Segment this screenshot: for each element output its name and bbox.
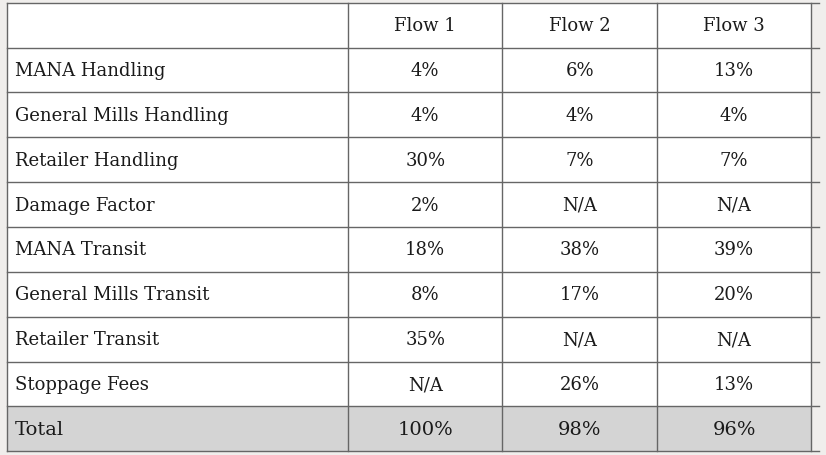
Text: 7%: 7% xyxy=(565,152,594,169)
Bar xyxy=(348,138,502,183)
Text: 13%: 13% xyxy=(714,375,754,393)
Bar xyxy=(7,183,348,228)
Text: Stoppage Fees: Stoppage Fees xyxy=(15,375,149,393)
Text: Flow 3: Flow 3 xyxy=(703,17,765,35)
Text: 6%: 6% xyxy=(565,62,594,80)
Text: Retailer Handling: Retailer Handling xyxy=(15,152,178,169)
Text: N/A: N/A xyxy=(717,196,752,214)
Text: 35%: 35% xyxy=(406,330,445,349)
Text: 13%: 13% xyxy=(714,62,754,80)
Bar xyxy=(502,93,657,138)
Bar xyxy=(7,48,348,93)
Bar xyxy=(348,48,502,93)
Text: Retailer Transit: Retailer Transit xyxy=(15,330,159,349)
Text: N/A: N/A xyxy=(563,196,597,214)
Text: 20%: 20% xyxy=(714,286,754,303)
Bar xyxy=(502,138,657,183)
Text: 98%: 98% xyxy=(558,420,601,438)
Text: 100%: 100% xyxy=(397,420,453,438)
Bar xyxy=(348,317,502,362)
Bar xyxy=(502,317,657,362)
Text: 38%: 38% xyxy=(559,241,600,259)
Bar xyxy=(657,93,811,138)
Bar xyxy=(657,407,811,451)
Bar xyxy=(348,407,502,451)
Bar xyxy=(7,272,348,317)
Bar xyxy=(502,183,657,228)
Text: 39%: 39% xyxy=(714,241,754,259)
Text: N/A: N/A xyxy=(408,375,443,393)
Text: N/A: N/A xyxy=(717,330,752,349)
Text: Flow 1: Flow 1 xyxy=(394,17,456,35)
Bar xyxy=(657,228,811,272)
Bar xyxy=(348,4,502,48)
Bar xyxy=(7,4,348,48)
Bar xyxy=(657,48,811,93)
Bar xyxy=(348,362,502,407)
Bar xyxy=(502,407,657,451)
Text: N/A: N/A xyxy=(563,330,597,349)
Bar xyxy=(502,362,657,407)
Bar xyxy=(7,93,348,138)
Bar xyxy=(502,48,657,93)
Bar xyxy=(348,93,502,138)
Text: 4%: 4% xyxy=(565,106,594,125)
Text: 18%: 18% xyxy=(405,241,445,259)
Bar xyxy=(7,317,348,362)
Text: 8%: 8% xyxy=(411,286,439,303)
Bar xyxy=(657,362,811,407)
Bar xyxy=(657,138,811,183)
Bar xyxy=(657,4,811,48)
Bar xyxy=(502,272,657,317)
Bar xyxy=(348,228,502,272)
Bar xyxy=(348,183,502,228)
Bar xyxy=(7,138,348,183)
Bar xyxy=(7,228,348,272)
Text: 17%: 17% xyxy=(560,286,600,303)
Bar xyxy=(657,272,811,317)
Bar xyxy=(7,407,348,451)
Bar xyxy=(657,183,811,228)
Bar xyxy=(348,272,502,317)
Text: 4%: 4% xyxy=(411,106,439,125)
Text: Flow 2: Flow 2 xyxy=(548,17,610,35)
Text: 30%: 30% xyxy=(405,152,445,169)
Text: MANA Handling: MANA Handling xyxy=(15,62,165,80)
Bar xyxy=(502,4,657,48)
Bar xyxy=(657,317,811,362)
Text: Damage Factor: Damage Factor xyxy=(15,196,154,214)
Bar xyxy=(7,362,348,407)
Text: 4%: 4% xyxy=(411,62,439,80)
Text: General Mills Transit: General Mills Transit xyxy=(15,286,209,303)
Text: 7%: 7% xyxy=(719,152,748,169)
Text: 2%: 2% xyxy=(411,196,439,214)
Text: General Mills Handling: General Mills Handling xyxy=(15,106,229,125)
Text: Total: Total xyxy=(15,420,64,438)
Bar xyxy=(502,228,657,272)
Text: 96%: 96% xyxy=(712,420,756,438)
Text: 26%: 26% xyxy=(560,375,600,393)
Text: 4%: 4% xyxy=(719,106,748,125)
Text: MANA Transit: MANA Transit xyxy=(15,241,146,259)
